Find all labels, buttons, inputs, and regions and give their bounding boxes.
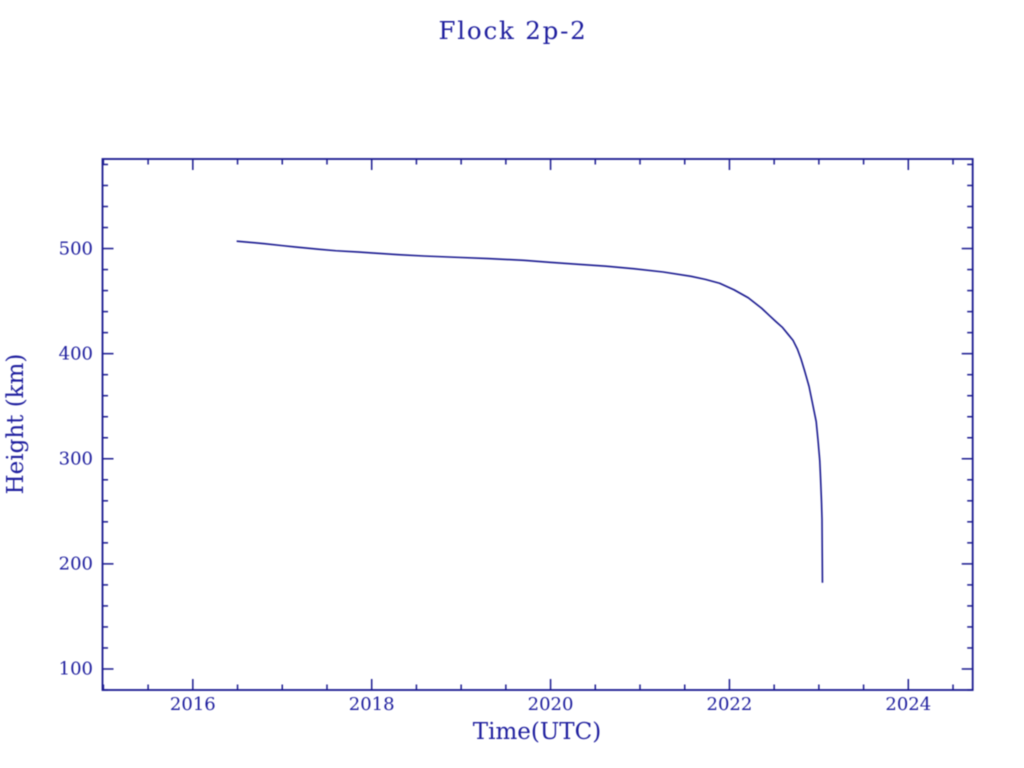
y-tick-label: 400	[58, 343, 93, 365]
chart-title: Flock 2p-2	[438, 16, 588, 45]
x-tick-label: 2018	[348, 694, 395, 715]
x-tick-label: 2024	[885, 694, 932, 715]
y-tick-label: 300	[58, 448, 93, 470]
decay-curve	[236, 240, 824, 583]
y-tick-label: 100	[58, 658, 93, 680]
x-tick-label: 2016	[169, 694, 216, 715]
x-axis-title: Time(UTC)	[472, 719, 602, 745]
y-tick-label: 200	[58, 553, 93, 575]
plot-border	[101, 158, 974, 691]
x-tick-label: 2022	[706, 694, 753, 715]
x-tick-label: 2020	[527, 694, 574, 715]
y-tick-label: 500	[58, 238, 93, 260]
